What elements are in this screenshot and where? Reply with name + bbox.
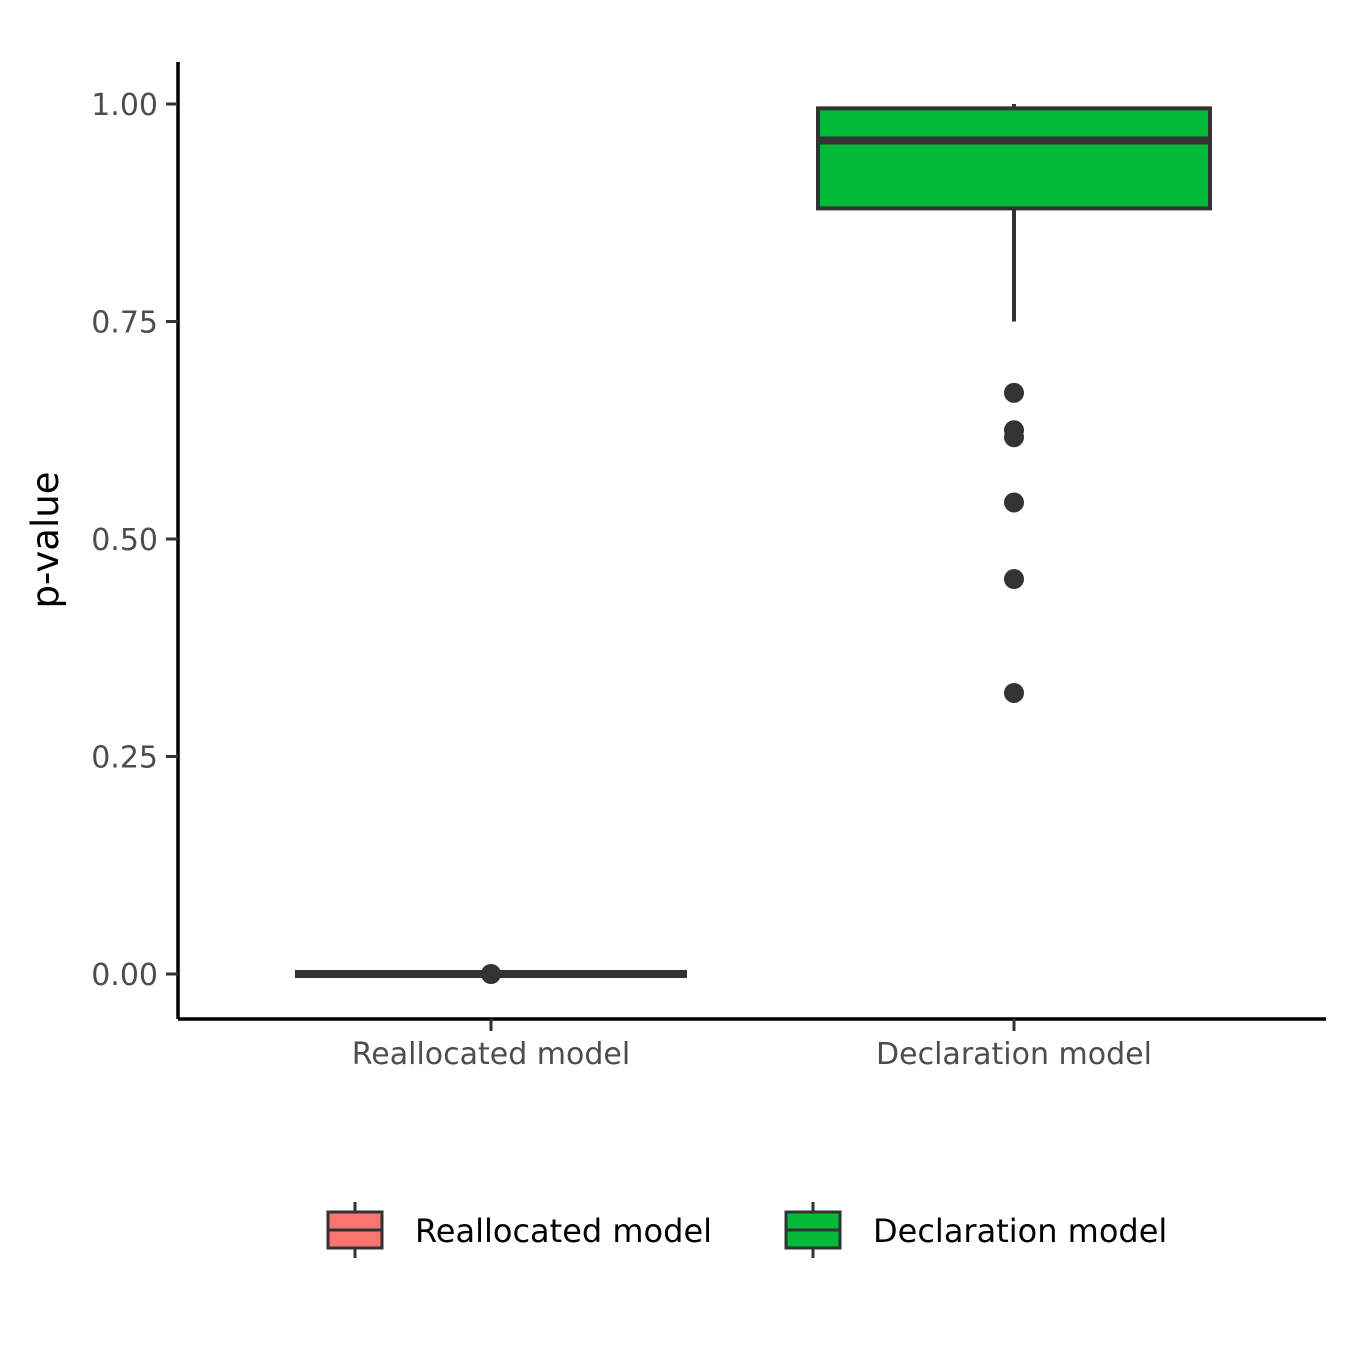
legend-label: Declaration model <box>873 1212 1167 1250</box>
outlier-point <box>1004 682 1024 703</box>
outlier-point <box>1004 569 1024 590</box>
legend: Reallocated model Declaration model <box>326 1202 1167 1258</box>
outlier-point <box>1004 382 1024 403</box>
y-tick-label: 0.00 <box>91 958 158 993</box>
boxes-layer <box>295 104 1212 984</box>
outlier-point <box>481 964 501 984</box>
box-iqr <box>816 106 1212 211</box>
box-group <box>816 104 1212 703</box>
x-ticks-layer: Reallocated model Declaration model <box>352 1019 1152 1072</box>
y-ticks-layer: 0.00 0.25 0.50 0.75 1.00 <box>91 88 178 993</box>
box-group <box>295 964 687 984</box>
outlier-point <box>1004 427 1024 448</box>
legend-item: Declaration model <box>784 1202 1167 1258</box>
y-axis-title: p-value <box>24 472 67 609</box>
x-tick-label: Reallocated model <box>352 1037 630 1072</box>
y-tick-label: 0.75 <box>91 306 158 341</box>
outlier-point <box>1004 492 1024 513</box>
y-tick-label: 0.50 <box>91 523 158 558</box>
legend-label: Reallocated model <box>415 1212 712 1250</box>
y-tick-label: 1.00 <box>91 88 158 123</box>
x-tick-label: Declaration model <box>876 1037 1152 1072</box>
y-tick-label: 0.25 <box>91 741 158 776</box>
legend-item: Reallocated model <box>326 1202 712 1258</box>
